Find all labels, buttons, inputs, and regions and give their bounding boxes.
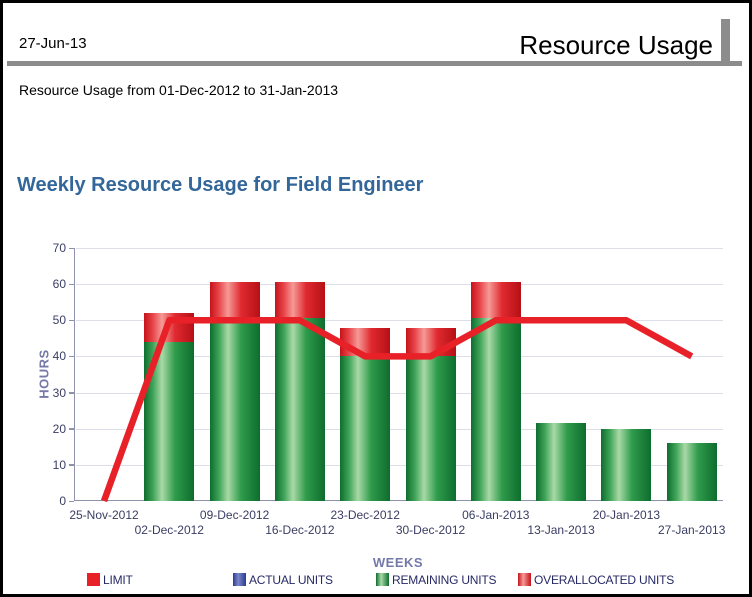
bar-remaining-units xyxy=(209,322,260,501)
legend-label: LIMIT xyxy=(103,573,133,587)
y-tick-label: 0 xyxy=(59,494,66,508)
y-tick-mark xyxy=(69,319,74,322)
legend-label: ACTUAL UNITS xyxy=(249,573,333,587)
bar-remaining-units xyxy=(666,443,717,501)
y-tick-mark xyxy=(69,283,74,286)
legend-item-remaining-units: REMAINING UNITS xyxy=(376,571,497,587)
legend-swatch xyxy=(376,573,389,586)
bar-remaining-units xyxy=(274,318,325,501)
bar-overallocated-units xyxy=(274,282,325,319)
report-title: Resource Usage xyxy=(519,30,713,60)
legend-item-overallocated-units: OVERALLOCATED UNITS xyxy=(518,571,675,587)
x-tick-label: 06-Jan-2013 xyxy=(462,508,530,522)
bar-overallocated-units xyxy=(470,282,521,319)
report-subtitle: Resource Usage from 01-Dec-2012 to 31-Ja… xyxy=(19,82,339,98)
x-tick-label: 30-Dec-2012 xyxy=(395,523,466,537)
bar-remaining-units xyxy=(405,356,456,501)
y-tick-mark xyxy=(69,464,74,466)
bar-remaining-units xyxy=(470,318,521,501)
bar-overallocated-units xyxy=(340,327,391,357)
chart-title: Weekly Resource Usage for Field Engineer xyxy=(17,174,424,196)
legend-label: REMAINING UNITS xyxy=(392,573,497,587)
bar-overallocated-units xyxy=(405,327,456,357)
x-tick-label: 20-Jan-2013 xyxy=(592,508,661,522)
y-tick-label: 40 xyxy=(52,349,66,364)
legend-swatch xyxy=(233,573,246,586)
bar-overallocated-units xyxy=(209,282,260,323)
legend-swatch xyxy=(87,573,100,586)
bar-remaining-units xyxy=(536,423,587,501)
gridline xyxy=(75,284,723,286)
legend-label: OVERALLOCATED UNITS xyxy=(534,573,675,587)
legend-item-actual-units: ACTUAL UNITS xyxy=(233,571,333,587)
x-tick-label: 13-Jan-2013 xyxy=(527,523,595,537)
y-tick-mark xyxy=(69,500,74,502)
report-date: 27-Jun-13 xyxy=(19,35,87,52)
y-tick-label: 30 xyxy=(52,385,66,400)
x-tick-label: 23-Dec-2012 xyxy=(330,508,400,522)
y-tick-mark xyxy=(69,247,74,249)
x-axis-label: WEEKS xyxy=(372,555,424,570)
y-tick-label: 50 xyxy=(52,313,66,328)
y-tick-label: 20 xyxy=(52,421,66,436)
x-tick-label: 09-Dec-2012 xyxy=(199,508,270,522)
y-tick-mark xyxy=(69,392,74,394)
bar-remaining-units xyxy=(340,356,391,501)
header-rule xyxy=(7,61,742,66)
bar-remaining-units xyxy=(601,428,652,501)
x-tick-label: 16-Dec-2012 xyxy=(265,523,335,537)
header-accent-bar xyxy=(721,19,730,66)
legend-swatch xyxy=(518,573,531,586)
y-tick-mark xyxy=(69,355,74,358)
y-tick-label: 10 xyxy=(52,457,66,472)
x-tick-label: 02-Dec-2012 xyxy=(134,523,204,537)
x-tick-label: 25-Nov-2012 xyxy=(69,508,139,522)
bar-remaining-units xyxy=(144,341,195,501)
bar-overallocated-units xyxy=(144,313,195,342)
x-tick-label: 27-Jan-2013 xyxy=(657,523,726,537)
y-tick-label: 60 xyxy=(52,277,66,292)
y-tick-label: 70 xyxy=(52,241,66,255)
legend-item-limit: LIMIT xyxy=(87,571,133,587)
gridline xyxy=(75,248,723,249)
y-tick-mark xyxy=(69,428,74,430)
